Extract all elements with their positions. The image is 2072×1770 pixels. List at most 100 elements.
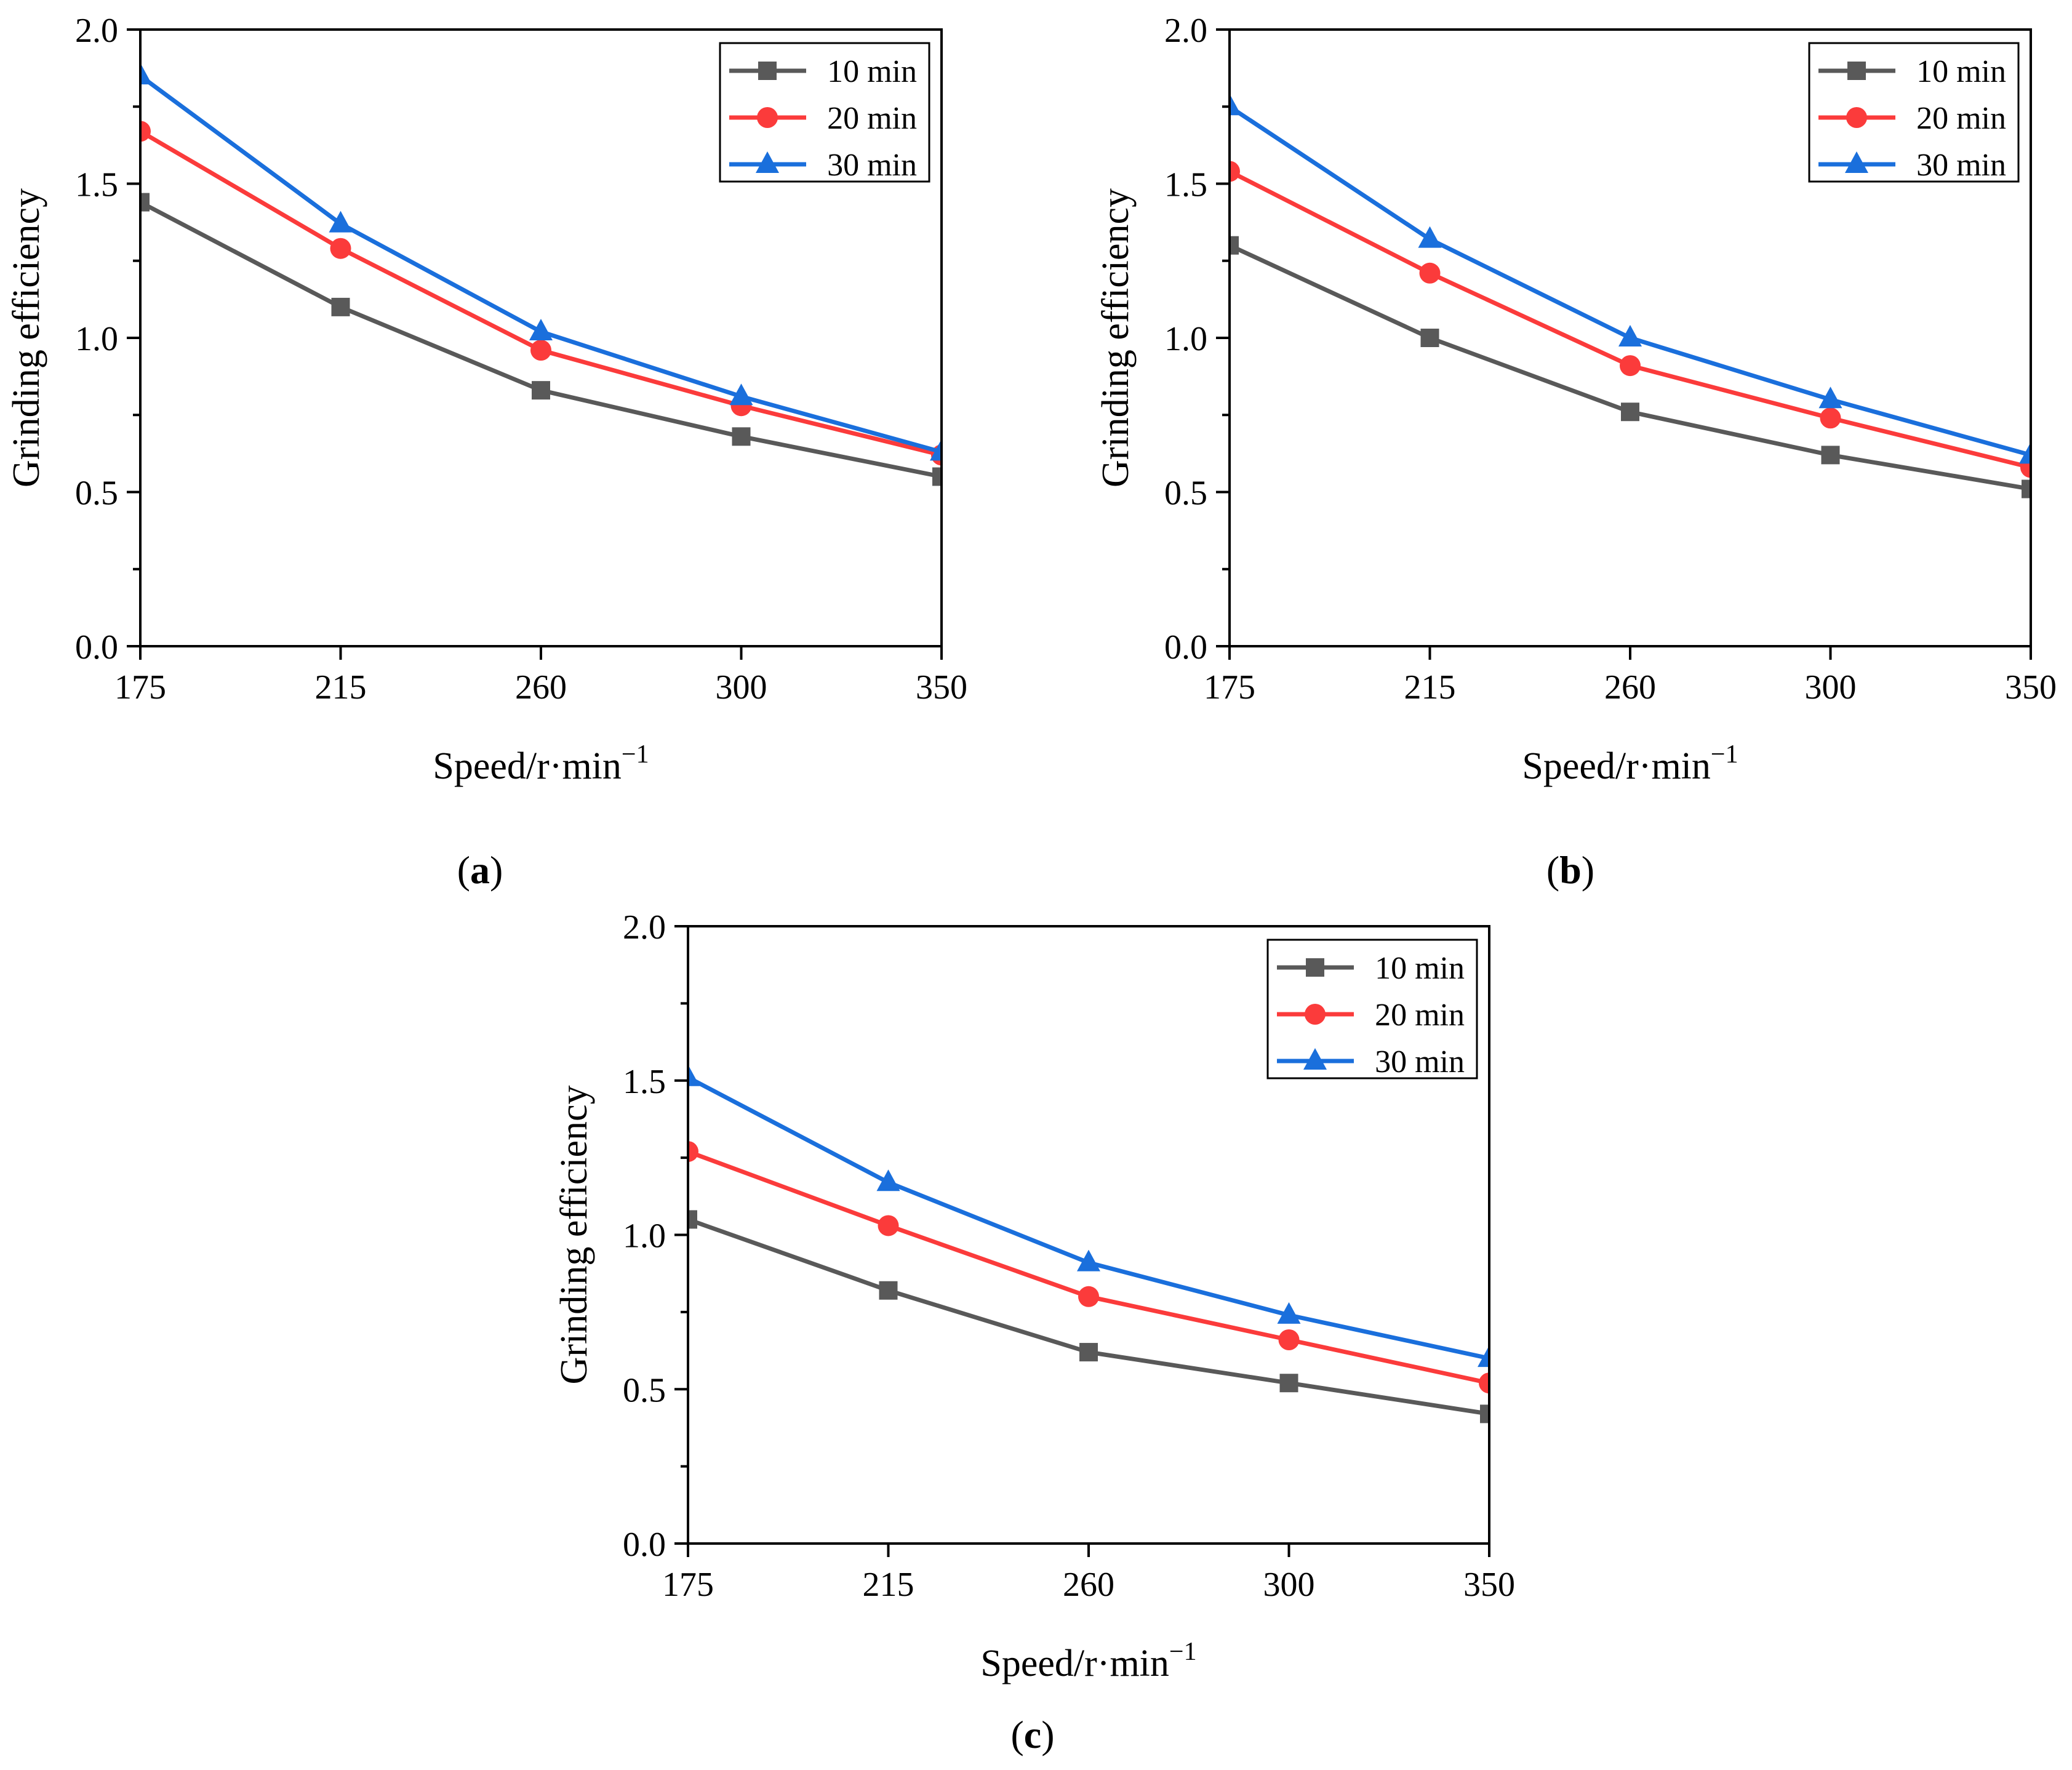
series-30-min (688, 1064, 1489, 1368)
panel-label-open-paren: ( (1010, 1713, 1023, 1756)
y-tick-label: 1.0 (75, 320, 118, 358)
x-tick-label: 175 (662, 1566, 714, 1604)
y-tick-label: 0.5 (75, 475, 118, 513)
x-tick-label: 260 (515, 668, 567, 707)
legend-item-20-min: 20 min (1818, 101, 2006, 136)
panel-label-letter: c (1024, 1713, 1041, 1756)
data-point (1621, 402, 1639, 422)
data-point (1480, 1404, 1489, 1424)
legend-item-10-min: 10 min (729, 54, 917, 89)
x-axis-label-superscript: −1 (622, 740, 649, 769)
data-point (1818, 386, 1842, 409)
legend-square-marker (1847, 62, 1866, 80)
panel-label-close-paren: ) (1041, 1713, 1054, 1756)
panel-a: 0.0 0.5 1.0 1.5 2.0 175 215 260 300 350 Speed/r·mi… (6, 12, 967, 892)
x-tick-label: 260 (1604, 668, 1656, 707)
legend-box (1808, 42, 2020, 183)
y-tick-label: 0.0 (75, 628, 118, 667)
y-tick-label: 1.5 (1164, 166, 1207, 204)
legend-label: 20 min (1916, 101, 2006, 136)
y-tick-label: 2.0 (1164, 12, 1207, 50)
x-tick-label: 215 (1404, 668, 1456, 707)
x-axis-label-text: Speed/r·min (980, 1643, 1169, 1684)
series-30-min (140, 63, 942, 461)
legend-label: 10 min (827, 54, 917, 89)
legend-label: 20 min (827, 101, 917, 136)
data-point (1620, 355, 1641, 377)
data-point (930, 439, 942, 461)
x-tick-label: 300 (1263, 1566, 1315, 1604)
y-tick-label: 2.0 (623, 908, 666, 947)
legend-item-30-min: 30 min (1277, 1044, 1465, 1079)
data-point (688, 1064, 700, 1086)
legend-item-30-min: 30 min (1818, 148, 2006, 183)
data-point (1230, 236, 1239, 255)
series-line (688, 1217, 1489, 1416)
data-point (876, 1169, 900, 1191)
x-tick-label: 215 (863, 1566, 914, 1604)
data-point (1277, 1302, 1301, 1324)
y-tick-label: 1.5 (75, 166, 118, 204)
data-point (878, 1215, 899, 1236)
legend-item-20-min: 20 min (729, 101, 917, 136)
legend: 10 min 20 min 30 min (719, 42, 930, 183)
data-point (879, 1281, 898, 1300)
data-point (330, 238, 351, 259)
data-point (529, 318, 553, 340)
data-point (2019, 442, 2031, 464)
data-point (1230, 161, 1240, 182)
y-tick-label: 1.5 (623, 1063, 666, 1101)
x-axis-label: Speed/r·min−1 (1522, 740, 1738, 787)
data-point (1230, 94, 1241, 116)
x-axis-label-text: Speed/r·min (433, 745, 622, 787)
data-point (1820, 407, 1841, 429)
legend-item-30-min: 30 min (729, 148, 917, 183)
data-point (1279, 1374, 1298, 1393)
legend-label: 30 min (827, 148, 917, 183)
data-point (1420, 329, 1439, 347)
data-point (2022, 479, 2031, 499)
data-point (1418, 226, 1442, 248)
legend-label: 20 min (1375, 998, 1465, 1033)
panel-label-close-paren: ) (1582, 848, 1594, 892)
y-axis-label: Grinding efficiency (553, 1085, 595, 1384)
panel-c: 0.0 0.5 1.0 1.5 2.0 175 215 260 300 350 Speed/r·mi… (553, 908, 1515, 1756)
legend: 10 min 20 min 30 min (1266, 939, 1478, 1079)
data-point (1618, 325, 1642, 346)
y-axis-label: Grinding efficiency (1095, 188, 1137, 487)
x-tick-label: 300 (716, 668, 767, 707)
data-point (532, 381, 550, 400)
legend-item-20-min: 20 min (1277, 998, 1465, 1033)
series-20-min (1230, 161, 2031, 478)
x-tick-label: 350 (2005, 668, 2057, 707)
data-point (1821, 446, 1840, 465)
y-tick-label: 0.0 (623, 1526, 666, 1564)
panel-b: 0.0 0.5 1.0 1.5 2.0 175 215 260 300 350 Speed/r·mi… (1095, 12, 2057, 892)
x-tick-label: 350 (916, 668, 967, 707)
x-axis-label-text: Speed/r·min (1522, 745, 1711, 787)
series-30-min (1230, 94, 2031, 464)
data-point (729, 383, 753, 406)
data-point (331, 297, 350, 316)
data-point (140, 63, 152, 85)
legend-circle-marker (1846, 107, 1867, 128)
data-point (1079, 1343, 1098, 1362)
series-line (688, 1075, 1489, 1361)
y-tick-label: 0.5 (623, 1371, 666, 1409)
x-tick-label: 260 (1063, 1566, 1114, 1604)
y-axis-label: Grinding efficiency (6, 188, 47, 487)
x-tick-label: 175 (1204, 668, 1255, 707)
data-point (1479, 1372, 1489, 1394)
panel-label: (a) (457, 848, 503, 892)
legend-box (1266, 939, 1478, 1079)
x-axis-label: Speed/r·min−1 (433, 740, 649, 787)
legend-square-marker (758, 62, 777, 80)
y-tick-label: 0.0 (1164, 628, 1207, 667)
y-tick-label: 1.0 (623, 1217, 666, 1255)
data-point (732, 427, 751, 446)
panel-label-close-paren: ) (490, 848, 503, 892)
x-axis-label-superscript: −1 (1711, 740, 1738, 769)
legend: 10 min 20 min 30 min (1808, 42, 2020, 183)
legend-box (719, 42, 930, 183)
